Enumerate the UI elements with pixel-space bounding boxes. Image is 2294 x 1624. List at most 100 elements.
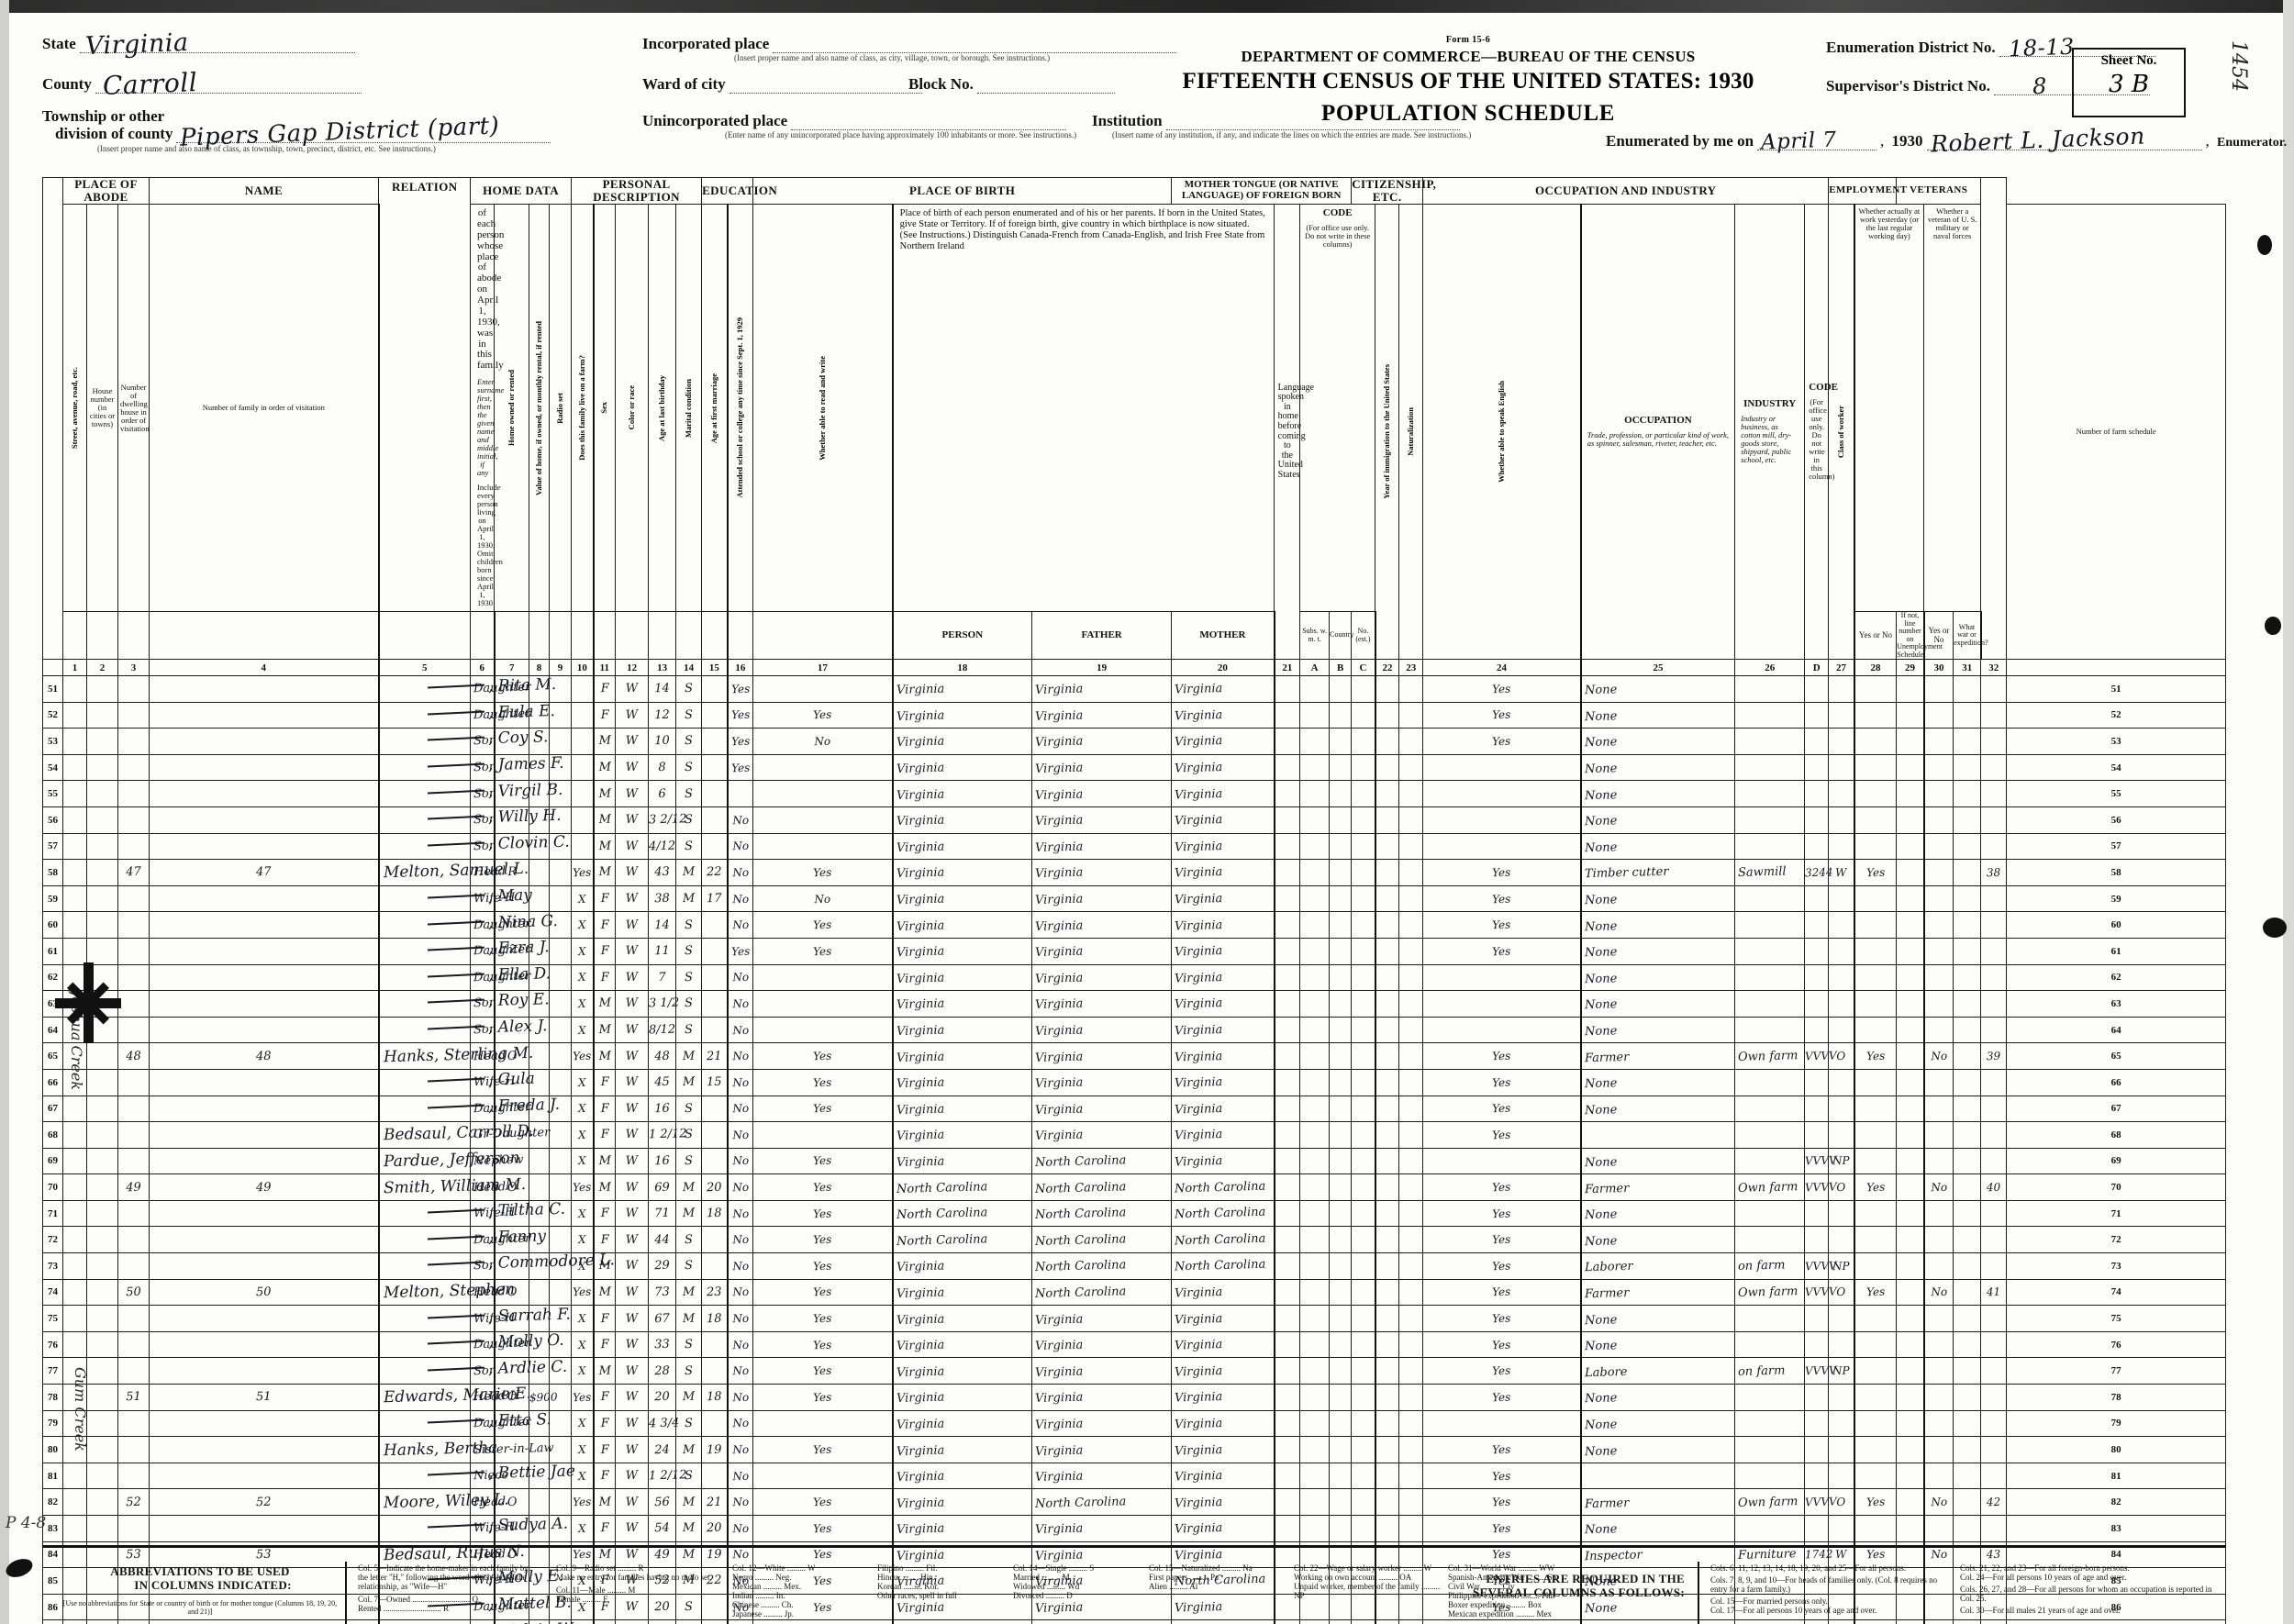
birth-person-cell[interactable]: Virginia xyxy=(892,1619,1033,1624)
language-cell[interactable] xyxy=(1274,1462,1301,1490)
at-work-cell[interactable] xyxy=(1854,1330,1898,1359)
home-owned-cell[interactable] xyxy=(494,780,530,807)
dwelling-number-cell[interactable] xyxy=(117,1199,150,1228)
home-value-cell[interactable] xyxy=(529,937,551,965)
sex-cell[interactable]: F xyxy=(593,1436,617,1463)
birth-person-cell[interactable]: Virginia xyxy=(892,1436,1033,1463)
birth-father-cell[interactable]: Virginia xyxy=(1031,1462,1173,1490)
school-cell[interactable]: No xyxy=(727,990,754,1018)
industry-cell[interactable] xyxy=(1734,1384,1806,1411)
race-cell[interactable]: W xyxy=(615,1488,650,1516)
class-of-worker-cell[interactable] xyxy=(1828,701,1855,729)
read-write-cell[interactable]: Yes xyxy=(752,1515,894,1542)
age-cell[interactable]: 12 xyxy=(648,701,677,729)
age-cell[interactable]: 71 xyxy=(648,1199,677,1228)
at-work-cell[interactable] xyxy=(1854,1095,1898,1123)
war-cell[interactable] xyxy=(1953,1147,1982,1175)
age-cell[interactable]: 14 xyxy=(648,911,677,939)
home-owned-cell[interactable] xyxy=(494,1199,530,1228)
family-number-cell[interactable] xyxy=(149,1357,380,1385)
immigration-year-cell[interactable] xyxy=(1375,806,1400,834)
family-number-cell[interactable] xyxy=(149,1252,380,1280)
class-of-worker-cell[interactable]: O xyxy=(1828,1042,1855,1070)
occupation-cell[interactable] xyxy=(1580,1462,1736,1490)
at-work-cell[interactable] xyxy=(1854,675,1898,703)
farm-cell[interactable] xyxy=(571,780,595,807)
industry-cell[interactable]: on farm xyxy=(1734,1357,1806,1385)
occupation-cell[interactable]: None xyxy=(1580,1619,1736,1624)
home-value-cell[interactable] xyxy=(529,1409,551,1438)
marital-cell[interactable]: S xyxy=(675,1357,703,1385)
immigration-year-cell[interactable] xyxy=(1375,1068,1400,1096)
birth-father-cell[interactable]: Virginia xyxy=(1031,806,1173,834)
sex-cell[interactable]: F xyxy=(593,1409,617,1438)
occupation-code-cell[interactable] xyxy=(1804,832,1830,861)
occupation-cell[interactable]: None xyxy=(1580,990,1736,1018)
home-owned-cell[interactable] xyxy=(494,1226,530,1254)
farm-cell[interactable] xyxy=(571,675,595,703)
code-c-cell[interactable] xyxy=(1351,806,1376,834)
birth-father-cell[interactable]: North Carolina xyxy=(1031,1226,1173,1254)
race-cell[interactable]: W xyxy=(615,1121,650,1149)
home-value-cell[interactable] xyxy=(529,675,551,703)
language-cell[interactable] xyxy=(1274,1199,1301,1228)
read-write-cell[interactable] xyxy=(752,990,894,1018)
house-number-cell[interactable] xyxy=(86,701,118,729)
race-cell[interactable]: W xyxy=(615,832,650,861)
farm-cell[interactable]: Yes xyxy=(571,1384,595,1411)
birth-mother-cell[interactable]: Virginia xyxy=(1171,1068,1275,1096)
table-row[interactable]: 60, Nina G. Daughter X F W 14 S No Yes Virginia Vi… xyxy=(42,911,2226,939)
birth-mother-cell[interactable]: Virginia xyxy=(1171,1384,1275,1411)
table-row[interactable]: 55, Virgil B. Son M W 6 S Virginia Virginia Virg… xyxy=(42,780,2226,807)
marital-cell[interactable]: S xyxy=(675,1121,703,1149)
race-cell[interactable]: W xyxy=(615,675,650,703)
name-cell[interactable]: Hanks, Bertha xyxy=(378,1436,497,1463)
age-married-cell[interactable]: 18 xyxy=(701,1384,729,1411)
birth-mother-cell[interactable]: Virginia xyxy=(1171,806,1275,834)
sex-cell[interactable]: F xyxy=(593,701,617,729)
school-cell[interactable]: No xyxy=(727,1357,754,1385)
code-b-cell[interactable] xyxy=(1329,1095,1353,1123)
read-write-cell[interactable]: Yes xyxy=(752,1226,894,1254)
marital-cell[interactable]: S xyxy=(675,753,703,782)
birth-father-cell[interactable]: Virginia xyxy=(1031,937,1173,965)
birth-father-cell[interactable]: Virginia xyxy=(1031,675,1173,703)
table-row[interactable]: 77, Ardlie C. Son X M W 28 S No Yes Virginia Virgi… xyxy=(42,1357,2226,1385)
naturalization-cell[interactable] xyxy=(1398,701,1424,729)
language-cell[interactable] xyxy=(1274,1252,1301,1280)
read-write-cell[interactable]: Yes xyxy=(752,859,894,886)
race-cell[interactable]: W xyxy=(615,1226,650,1254)
veteran-cell[interactable] xyxy=(1923,1330,1954,1359)
birth-person-cell[interactable]: Virginia xyxy=(892,1593,1033,1621)
radio-cell[interactable] xyxy=(549,1121,573,1149)
sex-cell[interactable]: M xyxy=(593,1016,617,1044)
farm-schedule-cell[interactable] xyxy=(1980,1384,2008,1411)
birth-father-cell[interactable]: North Carolina xyxy=(1031,1488,1173,1516)
birth-father-cell[interactable]: North Carolina xyxy=(1031,1174,1173,1201)
farm-schedule-cell[interactable] xyxy=(1980,1016,2008,1044)
school-cell[interactable]: Yes xyxy=(727,728,754,755)
name-cell[interactable]: , Ardlie C. xyxy=(378,1357,567,1385)
farm-cell[interactable]: X xyxy=(571,1462,595,1490)
dwelling-number-cell[interactable] xyxy=(117,1121,150,1149)
race-cell[interactable]: W xyxy=(615,1436,650,1463)
immigration-year-cell[interactable] xyxy=(1375,1462,1400,1490)
code-c-cell[interactable] xyxy=(1351,1226,1376,1254)
industry-cell[interactable] xyxy=(1734,884,1806,913)
immigration-year-cell[interactable] xyxy=(1375,1357,1400,1385)
occupation-code-cell[interactable] xyxy=(1804,1436,1830,1463)
class-of-worker-cell[interactable] xyxy=(1828,963,1855,992)
sex-cell[interactable]: F xyxy=(593,1384,617,1411)
code-a-cell[interactable] xyxy=(1299,753,1331,782)
marital-cell[interactable]: S xyxy=(675,1330,703,1359)
code-a-cell[interactable] xyxy=(1299,1095,1331,1123)
radio-cell[interactable] xyxy=(549,1515,573,1542)
birth-mother-cell[interactable]: Virginia xyxy=(1171,780,1275,807)
marital-cell[interactable]: S xyxy=(675,1095,703,1123)
speaks-english-cell[interactable]: Yes xyxy=(1422,701,1582,729)
industry-cell[interactable] xyxy=(1734,911,1806,939)
read-write-cell[interactable] xyxy=(752,1462,894,1490)
code-a-cell[interactable] xyxy=(1299,1409,1331,1438)
birth-mother-cell[interactable]: Virginia xyxy=(1171,911,1275,939)
farm-cell[interactable]: X xyxy=(571,1305,595,1332)
